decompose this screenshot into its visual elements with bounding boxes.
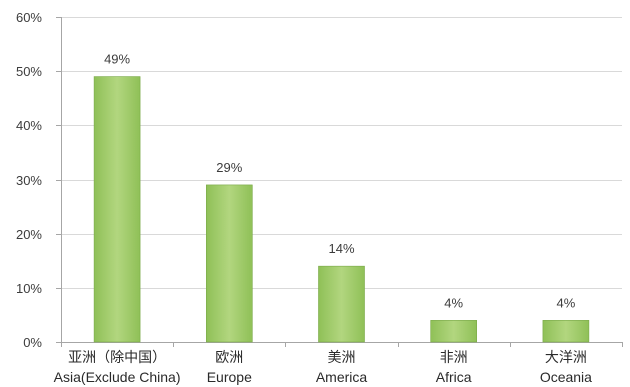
data-label: 49% [104,52,130,67]
y-tick-label: 30% [16,173,42,188]
y-tick-label: 0% [23,335,42,350]
data-label: 29% [216,160,242,175]
x-axis-category-labels: 亚洲（除中国） Asia(Exclude China) 欧洲 Europe 美洲 Amer… [54,349,593,385]
x-category-label-zh: 欧洲 [215,349,243,365]
x-category-label-en: Europe [207,369,252,385]
y-tick-label: 40% [16,118,42,133]
y-axis-tick-labels: 0% 10% 20% 30% 40% 50% 60% [16,10,42,350]
y-tick-label: 10% [16,281,42,296]
y-tick-label: 20% [16,227,42,242]
x-category-label-en: Asia(Exclude China) [54,369,181,385]
y-tick-label: 50% [16,64,42,79]
bar [206,184,253,343]
x-category-label-zh: 大洋洲 [545,349,587,365]
gridlines [61,17,622,289]
x-category-label-zh: 美洲 [328,349,356,365]
data-label: 14% [328,241,354,256]
x-category-label-en: Africa [436,369,472,385]
data-label: 4% [444,295,463,310]
data-label: 4% [557,295,576,310]
axes [56,17,623,347]
y-tick-label: 60% [16,10,42,25]
bar [93,76,141,343]
bar [318,265,365,343]
x-category-label-zh: 非洲 [440,349,468,365]
data-labels: 49% 29% 14% 4% 4% [104,52,576,311]
x-category-label-en: Oceania [540,369,592,385]
bars [93,76,590,343]
bar [430,320,478,343]
x-category-label-zh: 亚洲（除中国） [68,349,166,365]
bar [542,320,590,343]
x-category-label-en: America [316,369,368,385]
